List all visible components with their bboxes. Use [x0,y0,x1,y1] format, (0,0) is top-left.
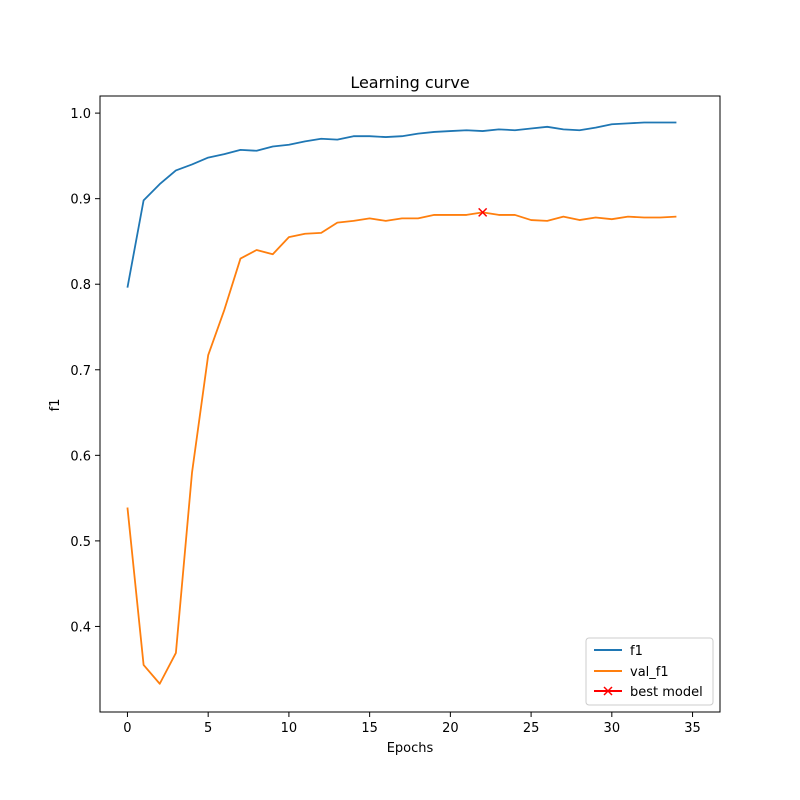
legend-box [585,637,714,706]
y-tick-label: 0.6 [70,449,91,464]
y-tick-label: 0.9 [70,193,91,208]
legend-marker-best-model [603,686,613,696]
x-tick-label: 25 [523,721,540,736]
y-tick-label: 1.0 [70,107,91,122]
plot-frame [99,95,721,713]
series-line-val-f1 [126,211,677,685]
x-axis-ticks: 0 5 10 15 20 25 30 35 [123,712,701,736]
x-tick-label: 20 [442,721,459,736]
y-tick-label: 0.8 [70,278,91,293]
x-axis-label: Epochs [387,741,434,756]
y-tick-label: 0.7 [70,364,91,379]
y-axis-label: f1 [48,399,63,412]
series-layer [126,121,677,685]
x-tick-label: 30 [604,721,621,736]
y-tick-label: 0.4 [70,620,91,635]
best-model-marker [478,207,488,217]
series-line-f1 [126,121,677,288]
x-tick-label: 15 [361,721,378,736]
legend-label-f1: f1 [630,644,643,659]
legend-label-val-f1: val_f1 [630,665,669,680]
legend: f1 val_f1 best model [585,637,714,706]
y-tick-label: 0.5 [70,535,91,550]
x-tick-label: 0 [123,721,131,736]
y-axis-ticks: 0.4 0.5 0.6 0.7 0.8 0.9 1.0 [70,107,100,635]
legend-label-best-model: best model [630,685,703,700]
x-tick-label: 35 [684,721,701,736]
chart-title: Learning curve [350,73,469,92]
x-tick-label: 5 [204,721,212,736]
x-tick-label: 10 [281,721,298,736]
